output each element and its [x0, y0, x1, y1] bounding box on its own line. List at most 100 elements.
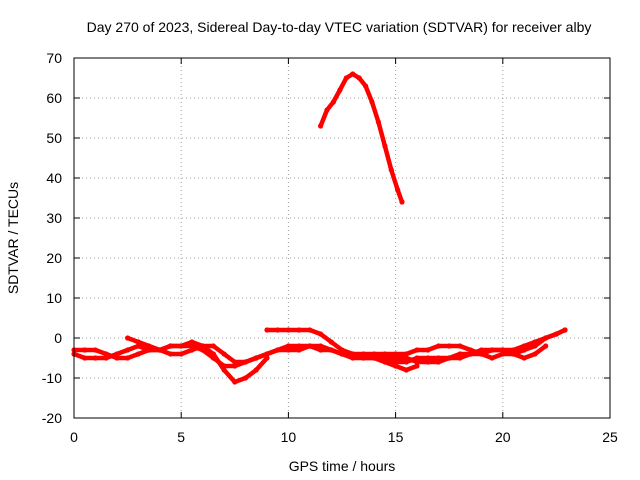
data-point [178, 351, 184, 357]
data-point [393, 355, 399, 361]
data-point [82, 347, 88, 353]
data-point [468, 351, 474, 357]
data-point [382, 351, 388, 357]
data-point [232, 359, 238, 365]
data-point [457, 351, 463, 357]
y-tick-label: 60 [46, 90, 62, 106]
data-point [478, 347, 484, 353]
x-tick-label: 5 [177, 429, 185, 445]
data-point [350, 351, 356, 357]
data-point [285, 327, 291, 333]
series-line-arc-5 [382, 343, 548, 365]
data-point [446, 343, 452, 349]
data-point [242, 375, 249, 381]
data-point [242, 359, 249, 365]
data-point [489, 355, 495, 361]
data-point [510, 351, 517, 357]
data-point [275, 347, 281, 353]
data-point [125, 355, 131, 361]
x-tick-label: 25 [602, 429, 618, 445]
data-point [562, 327, 568, 333]
data-point [296, 347, 302, 353]
data-point [328, 347, 334, 353]
data-point [114, 355, 120, 361]
data-series [71, 71, 568, 385]
y-tick-label: 40 [46, 170, 62, 186]
data-point [393, 351, 399, 357]
data-point [103, 351, 109, 357]
data-point [388, 167, 394, 173]
data-point [285, 347, 291, 353]
data-point [369, 99, 375, 105]
data-point [553, 331, 560, 337]
data-point [210, 343, 216, 349]
axis-ticks [73, 57, 611, 419]
data-point [414, 359, 420, 365]
data-point [324, 107, 330, 113]
data-point [328, 339, 334, 345]
y-tick-label: 0 [54, 330, 62, 346]
data-point [275, 327, 281, 333]
data-point [395, 187, 401, 193]
data-point [363, 83, 369, 89]
y-tick-label: 20 [46, 250, 62, 266]
data-point [446, 355, 452, 361]
data-point [221, 367, 227, 373]
data-point [167, 351, 174, 357]
y-tick-label: 10 [46, 290, 62, 306]
plot-frame [73, 57, 611, 419]
x-tick-label: 10 [281, 429, 297, 445]
y-axis-label: SDTVAR / TECUs [5, 182, 21, 294]
data-point [343, 75, 349, 81]
data-point [371, 355, 377, 361]
x-tick-label: 0 [70, 429, 78, 445]
y-tick-label: -10 [42, 370, 62, 386]
data-point [435, 343, 442, 349]
y-tick-label: 50 [46, 130, 62, 146]
data-point [264, 327, 270, 333]
data-point [425, 355, 431, 361]
data-point [457, 343, 463, 349]
data-point [360, 351, 366, 357]
data-point [382, 359, 388, 365]
data-point [414, 363, 420, 369]
data-point [350, 71, 356, 77]
x-axis-label: GPS time / hours [289, 458, 396, 474]
data-point [253, 367, 259, 373]
x-tick-label: 15 [388, 429, 404, 445]
data-point [414, 347, 420, 353]
data-point [221, 351, 227, 357]
data-point [425, 359, 431, 365]
data-point [146, 343, 152, 349]
data-point [403, 367, 409, 373]
data-point [253, 355, 259, 361]
data-point [318, 331, 324, 337]
data-point [82, 355, 88, 361]
data-point [167, 343, 174, 349]
data-point [435, 359, 442, 365]
data-point [135, 339, 141, 345]
data-point [521, 347, 527, 353]
y-tick-label: 70 [46, 50, 62, 66]
y-tick-label: -20 [42, 410, 62, 426]
data-point [189, 339, 195, 345]
data-point [403, 355, 409, 361]
data-point [532, 343, 538, 349]
data-point [339, 347, 345, 353]
data-point [489, 347, 495, 353]
data-point [157, 347, 163, 353]
data-point [382, 355, 388, 361]
data-point [264, 351, 270, 357]
data-point [399, 199, 405, 205]
data-point [371, 351, 377, 357]
data-point [330, 99, 336, 105]
data-point [543, 335, 549, 341]
tick-labels: 0 5 10 15 20 25 -20 -10 0 10 20 30 40 50 60 70 [42, 50, 618, 445]
data-point [425, 347, 431, 353]
data-point [393, 363, 399, 369]
data-point [318, 123, 324, 129]
data-point [356, 75, 362, 81]
data-point [264, 355, 270, 361]
